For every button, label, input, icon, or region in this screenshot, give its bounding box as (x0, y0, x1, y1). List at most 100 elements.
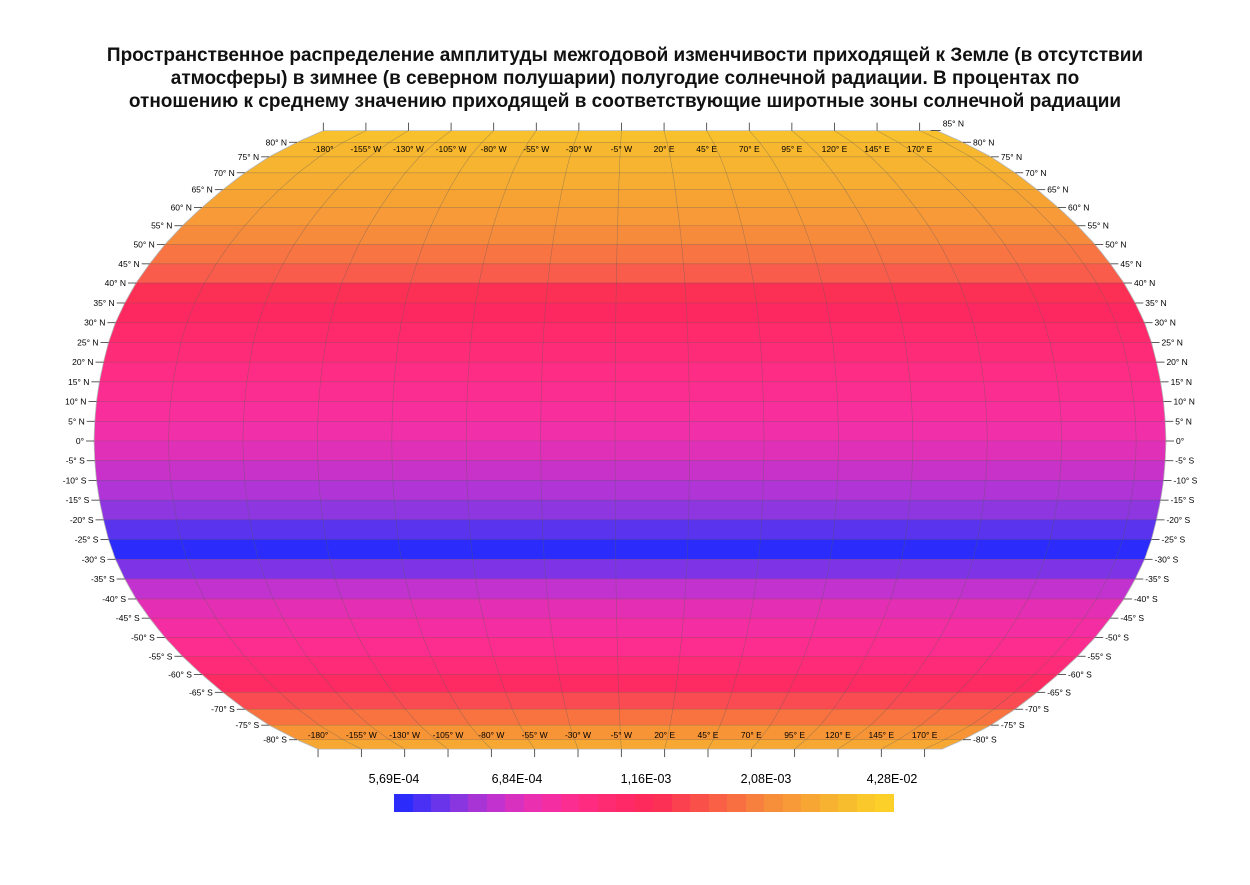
lat-label-right: -20° S (1166, 515, 1190, 525)
lon-label-top: -180° (313, 144, 333, 154)
lat-label-right: 75° N (1001, 152, 1022, 162)
meridian-line (540, 130, 580, 750)
lat-label-right: -50° S (1105, 632, 1129, 642)
latitude-band (94, 141, 1166, 158)
lat-label-left: 10° N (65, 397, 86, 407)
latitude-band (94, 342, 1166, 363)
legend-swatch (616, 794, 635, 812)
lat-label-right: 10° N (1174, 397, 1195, 407)
lon-label-top: -155° W (350, 144, 381, 154)
legend-swatch (597, 794, 617, 812)
meridian-line (663, 130, 690, 750)
legend-swatch (819, 794, 839, 812)
legend-label-2: 6,84E-04 (491, 772, 543, 786)
lat-label-left: -20° S (70, 515, 94, 525)
lat-label-right: -40° S (1134, 594, 1158, 604)
lat-label-left: -40° S (102, 594, 126, 604)
lat-label-right: 60° N (1068, 202, 1089, 212)
lat-label-right: -75° S (1001, 720, 1025, 730)
lon-label-top: 70° E (739, 144, 760, 154)
legend-swatch (634, 794, 654, 812)
lon-label-bottom: -55° W (522, 730, 548, 740)
latitude-band (94, 480, 1166, 501)
latitude-bands (94, 130, 1166, 750)
lat-label-right: 0° (1176, 436, 1184, 446)
latitude-band (94, 724, 1166, 741)
latitude-band (94, 617, 1166, 638)
latitude-band (94, 207, 1166, 227)
lat-label-left: -70° S (211, 704, 235, 714)
lat-label-left: 80° N (266, 137, 287, 147)
lat-label-left: -55° S (149, 651, 173, 661)
lon-label-bottom: 45° E (698, 730, 719, 740)
meridian-line (876, 130, 1063, 750)
lon-label-top: -105° W (436, 144, 467, 154)
lat-label-left: 60° N (171, 202, 192, 212)
legend-swatch (745, 794, 765, 812)
lon-label-bottom: -80° W (478, 730, 504, 740)
lon-label-bottom: -180° (308, 730, 328, 740)
lat-label-right: -5° S (1175, 456, 1194, 466)
legend-swatch (486, 794, 506, 812)
lat-label-left: -25° S (75, 535, 99, 545)
lat-label-left: -10° S (63, 475, 87, 485)
latitude-band (94, 499, 1166, 521)
lat-label-left: 20° N (72, 357, 93, 367)
latitude-band (94, 302, 1166, 324)
legend-swatch (708, 794, 728, 812)
lat-label-left: -15° S (66, 495, 90, 505)
latitude-band (94, 460, 1166, 481)
legend-swatch (801, 794, 820, 812)
lat-label-left: 55° N (151, 221, 172, 231)
legend-swatch (394, 794, 413, 812)
meridian-line (391, 130, 494, 750)
lon-label-top: 20° E (654, 144, 675, 154)
latitude-band (94, 692, 1166, 710)
lat-label-right: -65° S (1047, 687, 1071, 697)
lat-label-left: 40° N (105, 278, 126, 288)
graticule (94, 130, 1166, 750)
legend-swatch (764, 794, 783, 812)
lat-label-right: 35° N (1145, 298, 1166, 308)
legend-swatch (542, 794, 561, 812)
lat-label-right: -70° S (1025, 704, 1049, 714)
lat-label-left: -30° S (82, 554, 106, 564)
legend-swatch (579, 794, 598, 812)
lon-label-top: -5° W (611, 144, 632, 154)
lat-label-left: 0° (76, 436, 84, 446)
lat-label-left: 65° N (191, 185, 212, 195)
lat-label-right: 30° N (1155, 318, 1176, 328)
meridian-line (919, 130, 1137, 750)
lon-label-top: 170° E (907, 144, 933, 154)
lat-label-right-top: 85° N (943, 119, 964, 129)
latitude-band (94, 708, 1166, 726)
lon-label-bottom: -5° W (611, 730, 632, 740)
lat-label-left: -5° S (66, 456, 85, 466)
lat-label-left: 45° N (118, 259, 139, 269)
lon-label-bottom: 95° E (784, 730, 805, 740)
graticule-ticks (86, 122, 1174, 758)
lat-label-right: 50° N (1105, 240, 1126, 250)
lat-label-left: -50° S (131, 632, 155, 642)
legend-swatch (523, 794, 543, 812)
legend-swatch (856, 794, 876, 812)
latitude-band (94, 322, 1166, 343)
legend-swatch (468, 794, 487, 812)
legend-label-3: 1,16E-03 (620, 772, 672, 786)
legend-label-5: 4,28E-02 (866, 772, 918, 786)
latitude-band (94, 189, 1166, 208)
lon-label-top: 120° E (822, 144, 848, 154)
legend-label-4: 2,08E-03 (740, 772, 792, 786)
legend-swatch (782, 794, 802, 812)
lon-label-top: 45° E (696, 144, 717, 154)
lat-label-left: 75° N (238, 152, 259, 162)
meridian-line (834, 130, 988, 750)
lon-label-bottom: 120° E (825, 730, 851, 740)
lon-label-bottom: -30° W (565, 730, 591, 740)
latitude-band (94, 244, 1166, 265)
lat-label-left: 50° N (133, 240, 154, 250)
latitude-band (94, 130, 1166, 143)
lat-label-left: 70° N (213, 168, 234, 178)
latitude-band (94, 440, 1166, 462)
meridian-line (316, 130, 452, 750)
